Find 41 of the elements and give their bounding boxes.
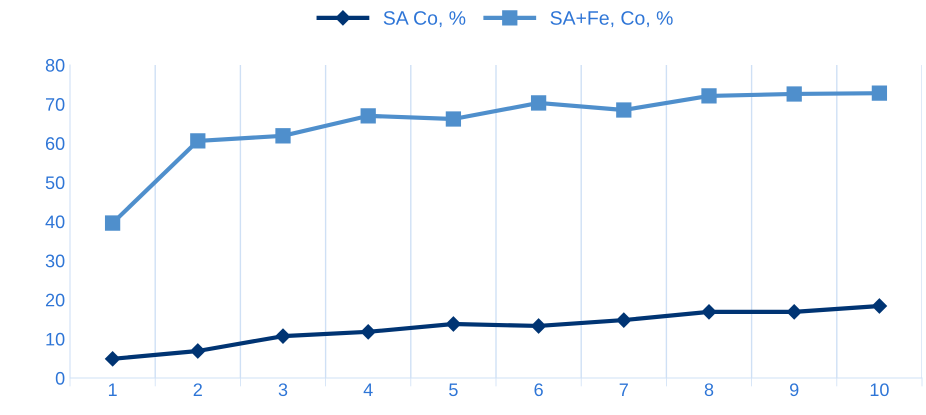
y-tick-label: 10: [46, 332, 64, 346]
point: [360, 324, 376, 340]
y-tick-label: 40: [45, 215, 64, 228]
y-tick-label: 20: [46, 294, 64, 306]
point: [786, 304, 802, 320]
x-tick-label: 5: [449, 384, 458, 396]
point: [701, 304, 717, 320]
x-tick-label: 1: [108, 384, 117, 396]
point: [190, 133, 206, 149]
point: [872, 298, 887, 314]
x-tick-label: 9: [790, 383, 798, 396]
y-tick-label: 70: [46, 98, 64, 111]
x-tick-label: 2: [194, 383, 202, 396]
y-tick-label: 60: [46, 137, 64, 150]
point: [446, 111, 462, 127]
y-tick-label: 80: [46, 58, 64, 72]
x-tick-label: 4: [364, 384, 373, 396]
point: [872, 86, 888, 101]
y-tick-label: 0: [56, 372, 64, 385]
x-tick-label: 7: [620, 384, 628, 396]
legend-label: SA Co, %: [384, 11, 466, 28]
y-tick-label: 50: [46, 176, 64, 190]
legend-label: SA+Fe, Co, %: [550, 11, 673, 28]
x-tick-label: 8: [704, 383, 714, 396]
point: [786, 86, 802, 102]
point: [616, 312, 632, 328]
x-tick-label: 10: [870, 383, 889, 396]
x-tick-label: 6: [534, 383, 543, 396]
point: [360, 108, 376, 124]
point: [104, 215, 120, 231]
point: [531, 318, 546, 334]
y-tick-label: 30: [46, 254, 64, 268]
point: [275, 328, 291, 344]
point: [275, 128, 291, 144]
point: [105, 351, 120, 366]
point: [530, 95, 546, 111]
point: [701, 88, 717, 104]
point: [446, 316, 461, 332]
x-tick-label: 3: [278, 383, 288, 396]
point: [616, 102, 632, 118]
point: [190, 343, 206, 359]
